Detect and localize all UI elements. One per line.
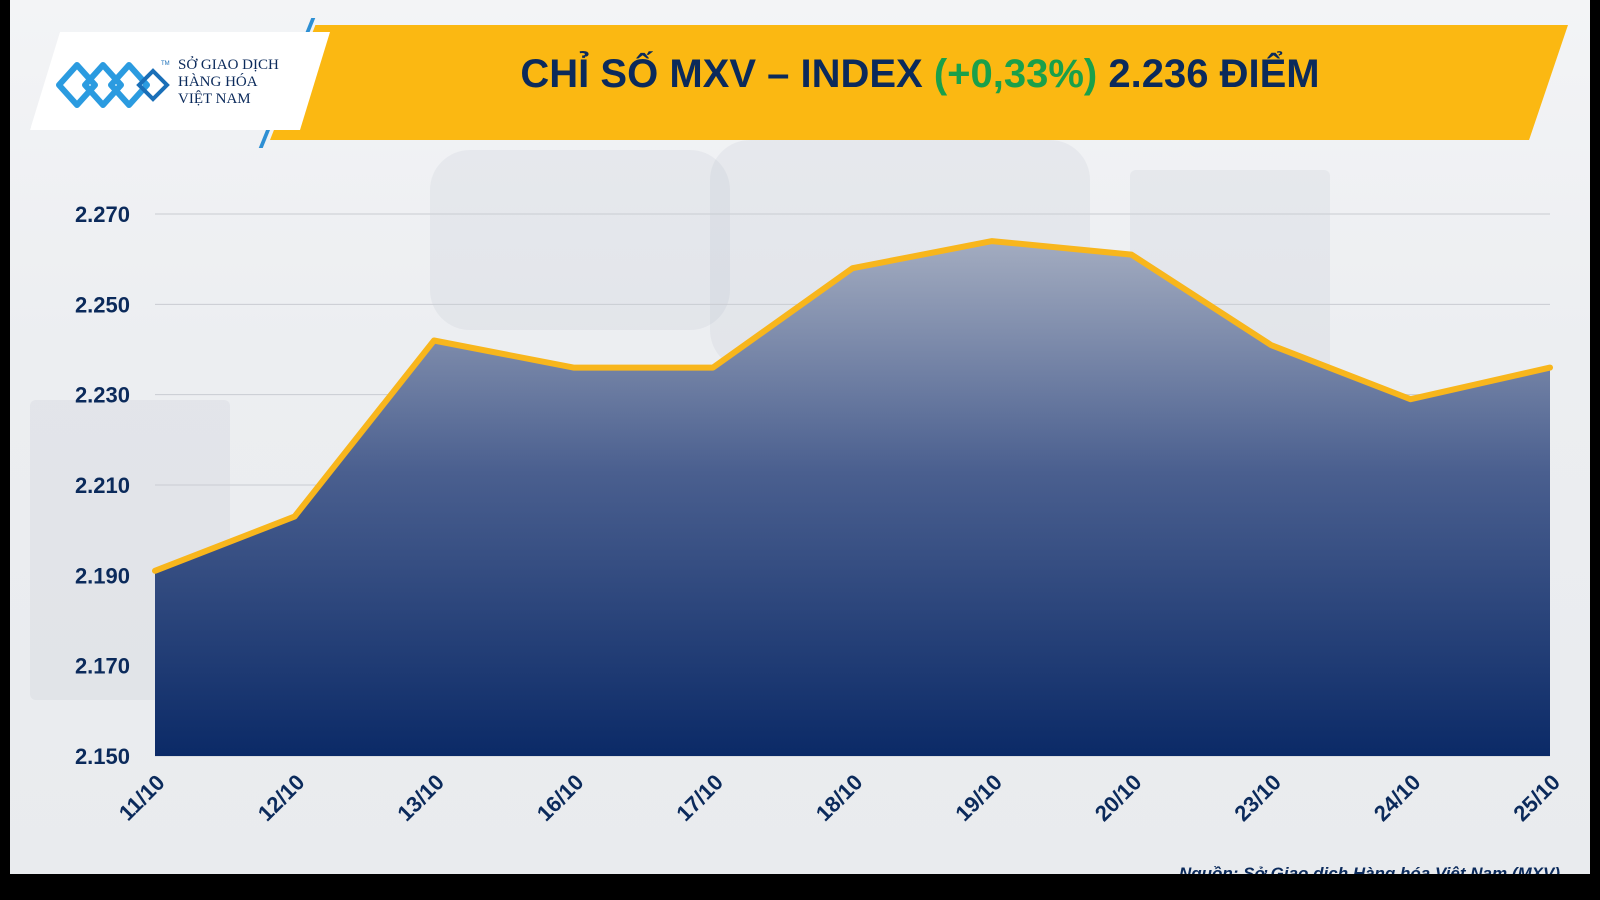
y-tick-label: 2.150: [75, 744, 130, 769]
background-map-shape: [430, 150, 730, 330]
title-change: (+0,33%): [933, 52, 1098, 96]
title-main: CHỈ SỐ MXV – INDEX: [520, 52, 934, 96]
x-tick-label: 12/10: [253, 769, 310, 826]
y-tick-label: 2.270: [75, 202, 130, 227]
x-tick-label: 24/10: [1369, 769, 1426, 826]
title-value: 2.236 ĐIỂM: [1097, 52, 1320, 96]
logo-line-1: SỞ GIAO DỊCH: [178, 57, 279, 73]
x-tick-label: 11/10: [114, 770, 170, 826]
logo-trademark: TM: [161, 61, 170, 67]
x-tick-label: 17/10: [671, 769, 728, 826]
x-tick-label: 16/10: [532, 769, 589, 826]
y-tick-label: 2.210: [75, 473, 130, 498]
chart-title: CHỈ SỐ MXV – INDEX (+0,33%) 2.236 ĐIỂM: [300, 52, 1540, 97]
logo-banner: [30, 32, 330, 130]
series-line: [152, 238, 1553, 574]
logo-text: SỞ GIAO DỊCH HÀNG HÓA VIỆT NAM: [178, 57, 279, 108]
x-tick-label: 19/10: [950, 769, 1007, 826]
logo-line-2: HÀNG HÓA: [178, 74, 258, 90]
mxv-logo-icon: TM: [56, 61, 170, 108]
x-tick-label: 25/10: [1508, 769, 1565, 826]
y-tick-label: 2.250: [75, 292, 130, 317]
title-banner: [270, 25, 1568, 140]
logo-line-3: VIỆT NAM: [178, 91, 251, 107]
y-tick-label: 2.190: [75, 563, 130, 588]
bottom-black-bar: [0, 874, 1600, 900]
x-tick-label: 23/10: [1229, 769, 1286, 826]
x-tick-label: 20/10: [1090, 769, 1147, 826]
x-tick-label: 18/10: [811, 769, 868, 826]
area-fill: [155, 241, 1550, 757]
x-tick-label: 13/10: [392, 769, 449, 826]
y-tick-label: 2.170: [75, 654, 130, 679]
y-tick-label: 2.230: [75, 383, 130, 408]
